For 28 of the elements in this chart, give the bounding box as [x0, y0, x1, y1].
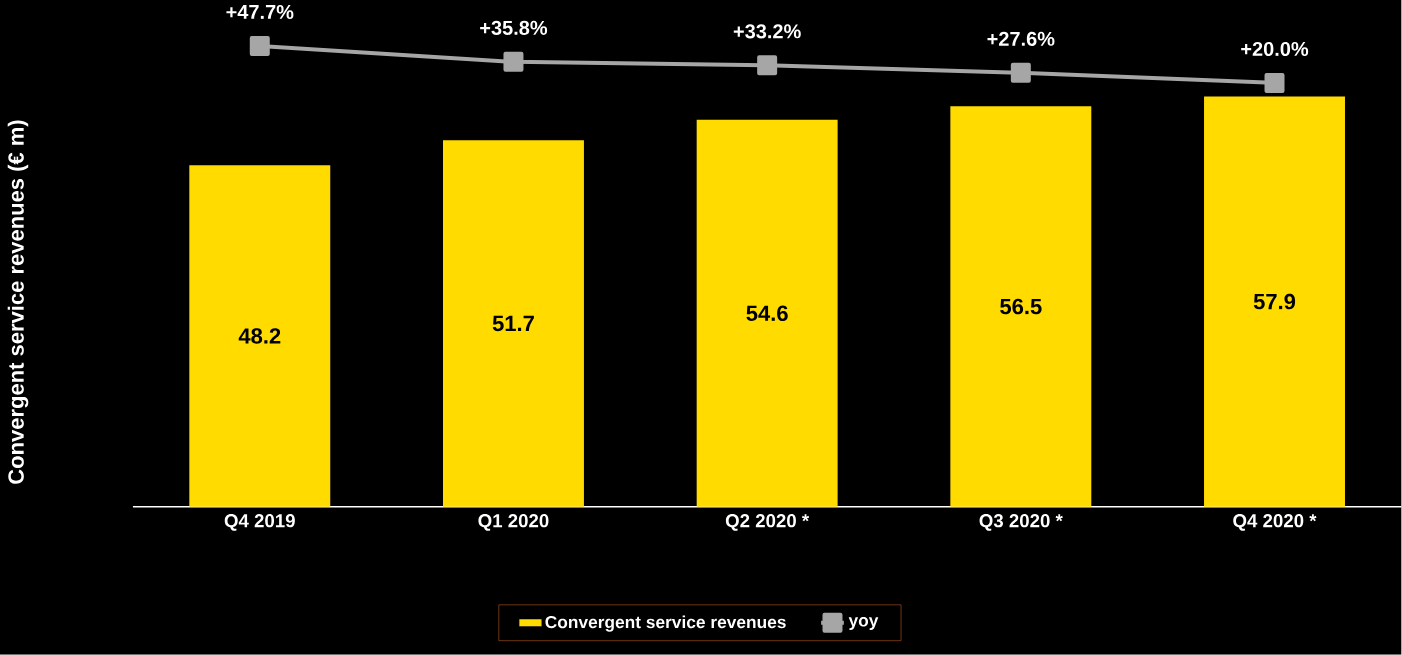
legend-label: Convergent service revenues: [545, 615, 786, 632]
data-label: 51.7: [492, 316, 534, 332]
x-tick-label: Q1 2020: [478, 514, 549, 531]
data-label: +33.2%: [733, 24, 801, 39]
x-tick-label: Q4 2020 *: [1233, 514, 1317, 531]
bar: [696, 119, 838, 507]
bar: [1204, 96, 1345, 507]
point: [1264, 73, 1285, 94]
legend-label: yoy: [848, 617, 879, 631]
bar: [189, 165, 331, 507]
data-label: 56.5: [1000, 298, 1042, 315]
bar: [950, 106, 1092, 507]
y-axis-title: Convergent service revenues (€ m): [7, 120, 29, 484]
point: [249, 36, 270, 57]
data-label: 57.9: [1253, 293, 1296, 310]
bar: [443, 140, 584, 507]
data-label: +35.8%: [480, 20, 548, 36]
x-tick-label: Q2 2020 *: [725, 514, 810, 531]
data-label: 48.2: [238, 328, 281, 344]
point: [1010, 62, 1031, 83]
data-label: +20.0%: [1241, 42, 1309, 57]
data-label: 54.6: [746, 305, 788, 322]
point: [503, 52, 524, 73]
data-label: +47.7%: [226, 5, 294, 20]
point: [757, 55, 778, 76]
x-tick-label: Q4 2019: [224, 514, 295, 531]
x-tick-label: Q3 2020 *: [979, 514, 1063, 531]
data-label: +27.6%: [987, 31, 1055, 47]
